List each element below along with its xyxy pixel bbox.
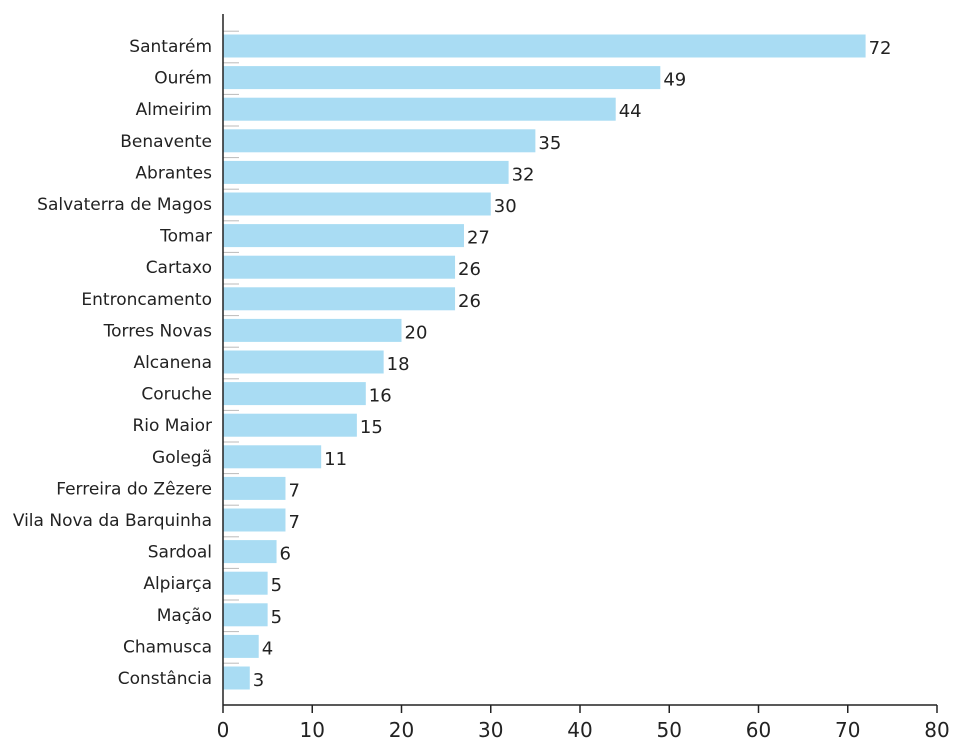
value-label: 27 (467, 228, 490, 249)
category-label: Alcanena (133, 353, 212, 373)
bar (223, 634, 259, 658)
value-label: 44 (619, 101, 642, 122)
bar (223, 413, 357, 437)
value-label: 20 (405, 322, 428, 343)
category-label: Torres Novas (103, 321, 213, 341)
x-tick-label: 20 (389, 718, 414, 742)
category-label: Rio Maior (132, 416, 212, 436)
category-label: Entroncamento (81, 290, 212, 310)
value-label: 32 (512, 164, 535, 185)
value-label: 4 (262, 638, 273, 659)
value-label: 5 (271, 575, 282, 596)
value-label: 11 (324, 449, 347, 470)
category-label: Ourém (154, 69, 212, 89)
x-tick-label: 10 (300, 718, 325, 742)
bar (223, 97, 616, 121)
value-label: 26 (458, 291, 481, 312)
x-tick-label: 80 (924, 718, 949, 742)
bar (223, 540, 277, 564)
category-label: Sardoal (148, 543, 212, 563)
category-labels: Santarém Ourém Almeirim Benavente Abrantes Sa… (13, 37, 212, 689)
x-tick-label: 70 (835, 718, 860, 742)
bar (223, 318, 402, 342)
value-label: 30 (494, 196, 517, 217)
value-label: 49 (663, 70, 686, 91)
category-label: Vila Nova da Barquinha (13, 511, 212, 531)
category-label: Chamusca (123, 637, 212, 657)
value-label: 16 (369, 386, 392, 407)
value-label: 3 (253, 670, 264, 691)
bar (223, 287, 456, 311)
x-tick-label: 0 (217, 718, 230, 742)
x-tick-label: 40 (567, 718, 592, 742)
value-label: 18 (387, 354, 410, 375)
bar (223, 34, 866, 58)
category-label: Benavente (120, 132, 212, 152)
bar (223, 666, 250, 690)
category-label: Santarém (129, 37, 212, 57)
value-label: 15 (360, 417, 383, 438)
bars-layer (223, 30, 866, 690)
value-label: 35 (538, 133, 561, 154)
category-label: Golegã (152, 448, 212, 468)
bar (223, 508, 286, 532)
value-label: 5 (271, 607, 282, 628)
bar (223, 350, 384, 374)
x-tick-label: 30 (478, 718, 503, 742)
value-label: 7 (288, 480, 299, 501)
category-label: Salvaterra de Magos (37, 195, 212, 215)
bar (223, 603, 268, 627)
category-label: Ferreira do Zêzere (56, 479, 212, 499)
x-axis-ticks: 0 10 20 30 40 50 60 70 80 (217, 705, 950, 742)
value-label: 26 (458, 259, 481, 280)
bar (223, 476, 286, 500)
x-tick-label: 60 (746, 718, 771, 742)
bar (223, 160, 509, 184)
bar (223, 445, 322, 469)
value-label: 7 (288, 512, 299, 533)
value-label: 6 (280, 544, 291, 565)
bar (223, 255, 456, 279)
bar (223, 66, 661, 90)
category-label: Mação (157, 606, 212, 626)
bar (223, 382, 366, 406)
category-label: Coruche (141, 385, 212, 405)
category-label: Abrantes (135, 163, 212, 183)
category-label: Alpiarça (143, 574, 212, 594)
category-label: Constância (118, 669, 212, 689)
bar (223, 192, 491, 216)
category-label: Almeirim (136, 100, 212, 120)
x-tick-label: 50 (657, 718, 682, 742)
category-label: Tomar (159, 227, 212, 247)
bar (223, 571, 268, 595)
category-label: Cartaxo (146, 258, 212, 278)
bar (223, 129, 536, 153)
bar (223, 224, 464, 248)
value-label: 72 (869, 38, 892, 59)
